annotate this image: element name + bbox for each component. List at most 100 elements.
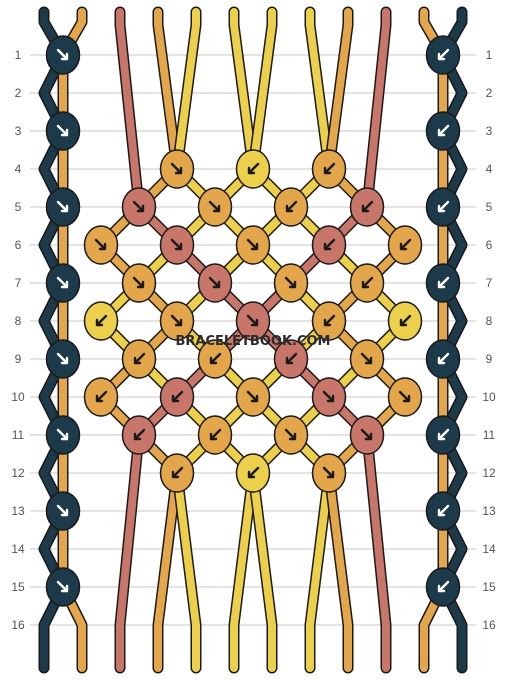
row-number-right: 14 xyxy=(482,542,496,556)
knot xyxy=(273,415,309,455)
knot xyxy=(159,301,195,341)
knot xyxy=(235,225,271,265)
arrow-down-right-icon xyxy=(132,200,145,213)
row-number-left: 6 xyxy=(15,238,22,252)
arrow-down-left-icon xyxy=(437,276,450,289)
knot xyxy=(349,187,385,227)
arrow-down-right-icon xyxy=(94,238,107,251)
arrow-down-right-icon xyxy=(246,314,259,327)
arrow-down-right-icon xyxy=(208,276,221,289)
knot xyxy=(235,377,271,417)
knot xyxy=(273,339,309,379)
knot xyxy=(197,263,233,303)
knot xyxy=(197,339,233,379)
knot xyxy=(425,415,461,455)
row-number-right: 13 xyxy=(482,504,496,518)
knot xyxy=(349,415,385,455)
arrow-down-right-icon xyxy=(322,390,335,403)
knot xyxy=(45,187,81,227)
row-number-right: 15 xyxy=(482,580,496,594)
row-number-right: 10 xyxy=(482,390,496,404)
arrow-down-right-icon xyxy=(56,124,69,137)
arrow-down-left-icon xyxy=(399,238,412,251)
knot xyxy=(121,187,157,227)
knot xyxy=(45,111,81,151)
arrow-down-right-icon xyxy=(170,238,183,251)
knot xyxy=(349,263,385,303)
arrow-down-left-icon xyxy=(247,162,260,175)
row-number-left: 5 xyxy=(15,200,22,214)
row-number-left: 3 xyxy=(15,124,22,138)
knot xyxy=(311,149,347,189)
arrow-down-right-icon xyxy=(360,428,373,441)
knot xyxy=(45,567,81,607)
arrow-down-left-icon xyxy=(323,162,336,175)
knot xyxy=(425,567,461,607)
arrow-down-right-icon xyxy=(56,48,69,61)
strand-B xyxy=(420,8,447,672)
strand-C xyxy=(40,8,67,672)
row-number-left: 9 xyxy=(15,352,22,366)
knot xyxy=(311,225,347,265)
knot xyxy=(83,301,119,341)
row-number-right: 1 xyxy=(486,48,493,62)
knot xyxy=(311,301,347,341)
row-number-left: 14 xyxy=(11,542,25,556)
knot xyxy=(197,415,233,455)
knot xyxy=(387,377,423,417)
row-number-left: 12 xyxy=(11,466,25,480)
arrow-down-left-icon xyxy=(133,428,146,441)
row-number-left: 13 xyxy=(11,504,25,518)
arrow-down-left-icon xyxy=(437,428,450,441)
arrow-down-right-icon xyxy=(56,504,69,517)
arrow-down-left-icon xyxy=(323,314,336,327)
arrow-down-left-icon xyxy=(323,238,336,251)
arrow-down-left-icon xyxy=(285,200,298,213)
knot xyxy=(349,339,385,379)
knot xyxy=(45,415,81,455)
row-number-left: 15 xyxy=(11,580,25,594)
arrow-down-left-icon xyxy=(247,466,260,479)
arrow-down-left-icon xyxy=(171,390,184,403)
arrow-down-right-icon xyxy=(56,352,69,365)
knot xyxy=(425,35,461,75)
knot xyxy=(83,225,119,265)
row-number-left: 16 xyxy=(11,618,25,632)
arrow-down-left-icon xyxy=(95,390,108,403)
knot xyxy=(121,415,157,455)
knot xyxy=(45,35,81,75)
knot xyxy=(425,263,461,303)
arrow-down-left-icon xyxy=(399,314,412,327)
knot xyxy=(197,187,233,227)
knot xyxy=(159,149,195,189)
knot xyxy=(425,187,461,227)
row-number-right: 2 xyxy=(486,86,493,100)
knot xyxy=(235,149,271,189)
row-number-right: 3 xyxy=(486,124,493,138)
arrow-down-right-icon xyxy=(246,238,259,251)
watermark: BRACELETBOOK.COM xyxy=(176,334,331,349)
arrow-down-right-icon xyxy=(322,466,335,479)
arrow-down-right-icon xyxy=(208,200,221,213)
row-number-left: 8 xyxy=(15,314,22,328)
arrow-down-right-icon xyxy=(398,390,411,403)
knot xyxy=(159,377,195,417)
row-number-left: 11 xyxy=(12,428,25,442)
knot xyxy=(387,225,423,265)
knot xyxy=(273,187,309,227)
arrow-down-right-icon xyxy=(170,162,183,175)
knot xyxy=(159,453,195,493)
arrow-down-right-icon xyxy=(284,276,297,289)
knot xyxy=(425,111,461,151)
arrow-down-right-icon xyxy=(132,276,145,289)
knot xyxy=(159,225,195,265)
row-number-right: 4 xyxy=(486,162,493,176)
row-number-right: 12 xyxy=(482,466,496,480)
knot xyxy=(311,377,347,417)
knot xyxy=(83,377,119,417)
arrow-down-left-icon xyxy=(437,580,450,593)
row-number-right: 16 xyxy=(482,618,496,632)
row-number-left: 10 xyxy=(11,390,25,404)
